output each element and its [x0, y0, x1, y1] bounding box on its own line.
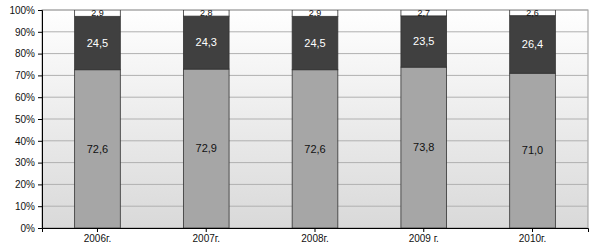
bars [75, 10, 556, 228]
y-tick: 50% [15, 114, 42, 125]
y-tick-label: 20% [15, 179, 35, 190]
y-tick-label: 80% [15, 48, 35, 59]
y-tick-label: 30% [15, 157, 35, 168]
data-label: 72,9 [196, 142, 217, 154]
data-label: 24,3 [196, 36, 217, 48]
y-tick-mark [38, 10, 42, 11]
y-axis: 0% 10% 20% 30% 40% 50% 60% 70% 80% 90% 100% [9, 5, 42, 234]
x-tick: 2010г. [519, 228, 546, 244]
data-label: 23,5 [413, 35, 434, 47]
y-tick-mark [38, 32, 42, 33]
bar-segment [183, 16, 229, 69]
x-tick-label: 2006г. [84, 233, 111, 244]
y-tick: 100% [9, 5, 42, 16]
y-axis-line [38, 11, 43, 229]
x-tick: 2009 г. [409, 228, 439, 244]
y-tick-mark [38, 141, 42, 142]
data-label: 2,7 [418, 8, 431, 18]
x-tick-mark [206, 228, 207, 232]
data-label: 73,8 [413, 141, 434, 153]
bar-segment [510, 16, 556, 74]
y-tick: 20% [15, 179, 42, 190]
y-tick-mark [38, 54, 42, 55]
y-tick: 90% [15, 27, 42, 38]
data-label: 2,9 [91, 8, 104, 18]
y-tick-mark [38, 163, 42, 164]
x-tick-mark [532, 228, 533, 232]
y-tick-mark [38, 119, 42, 120]
series [75, 16, 556, 74]
y-tick: 80% [15, 48, 42, 59]
x-tick-mark [315, 228, 316, 232]
bar-segment [401, 67, 447, 228]
y-tick: 40% [15, 136, 42, 147]
x-axis: 2006г. 2007г. 2008г. 2009 г. 2010г. [43, 228, 589, 244]
x-axis-line [43, 229, 589, 233]
data-label: 2,6 [526, 8, 539, 18]
x-tick-mark [97, 228, 98, 232]
data-label: 2,8 [200, 8, 213, 18]
y-tick-label: 0% [21, 223, 36, 234]
y-tick-mark [38, 97, 42, 98]
y-tick: 30% [15, 157, 42, 168]
bar-segment [510, 73, 556, 228]
x-tick-label: 2009 г. [409, 233, 439, 244]
plot: 72,6 72,9 72,6 73,8 71,0 24,5 24,3 24,5 23,5 26,4… [9, 5, 588, 244]
bar-segment [183, 69, 229, 228]
x-tick-label: 2010г. [519, 233, 546, 244]
bar-segment [75, 16, 121, 69]
data-label: 2,9 [309, 8, 322, 18]
y-tick: 70% [15, 70, 42, 81]
x-tick-label: 2007г. [193, 233, 220, 244]
bar-segment [292, 70, 338, 228]
series [75, 67, 556, 228]
x-tick: 2006г. [84, 228, 111, 244]
y-tick-label: 100% [9, 5, 35, 16]
y-tick: 60% [15, 92, 42, 103]
chart: 72,6 72,9 72,6 73,8 71,0 24,5 24,3 24,5 23,5 26,4… [0, 0, 600, 250]
data-label: 24,5 [87, 37, 108, 49]
data-label: 72,6 [304, 143, 325, 155]
x-tick-label: 2008г. [301, 233, 328, 244]
y-tick-label: 70% [15, 70, 35, 81]
bar-segment [292, 16, 338, 69]
grid [42, 10, 588, 228]
x-tick: 2008г. [301, 228, 328, 244]
x-tick-mark [423, 228, 424, 232]
bar-segment [75, 70, 121, 228]
bar-segment [401, 16, 447, 67]
y-tick-label: 50% [15, 114, 35, 125]
data-label: 26,4 [522, 38, 543, 50]
y-tick-mark [38, 228, 42, 229]
data-label: 24,5 [304, 37, 325, 49]
data-labels: 72,6 72,9 72,6 73,8 71,0 24,5 24,3 24,5 23,5 26,4… [87, 8, 543, 156]
y-tick-label: 10% [15, 201, 35, 212]
plot-background [42, 10, 588, 228]
y-tick: 10% [15, 201, 42, 212]
y-tick: 0% [21, 223, 42, 234]
x-tick: 2007г. [193, 228, 220, 244]
y-tick-mark [38, 206, 42, 207]
y-tick-label: 90% [15, 27, 35, 38]
y-tick-label: 60% [15, 92, 35, 103]
data-label: 71,0 [522, 144, 543, 156]
data-label: 72,6 [87, 143, 108, 155]
y-tick-mark [38, 184, 42, 185]
y-tick-label: 40% [15, 136, 35, 147]
y-tick-mark [38, 75, 42, 76]
